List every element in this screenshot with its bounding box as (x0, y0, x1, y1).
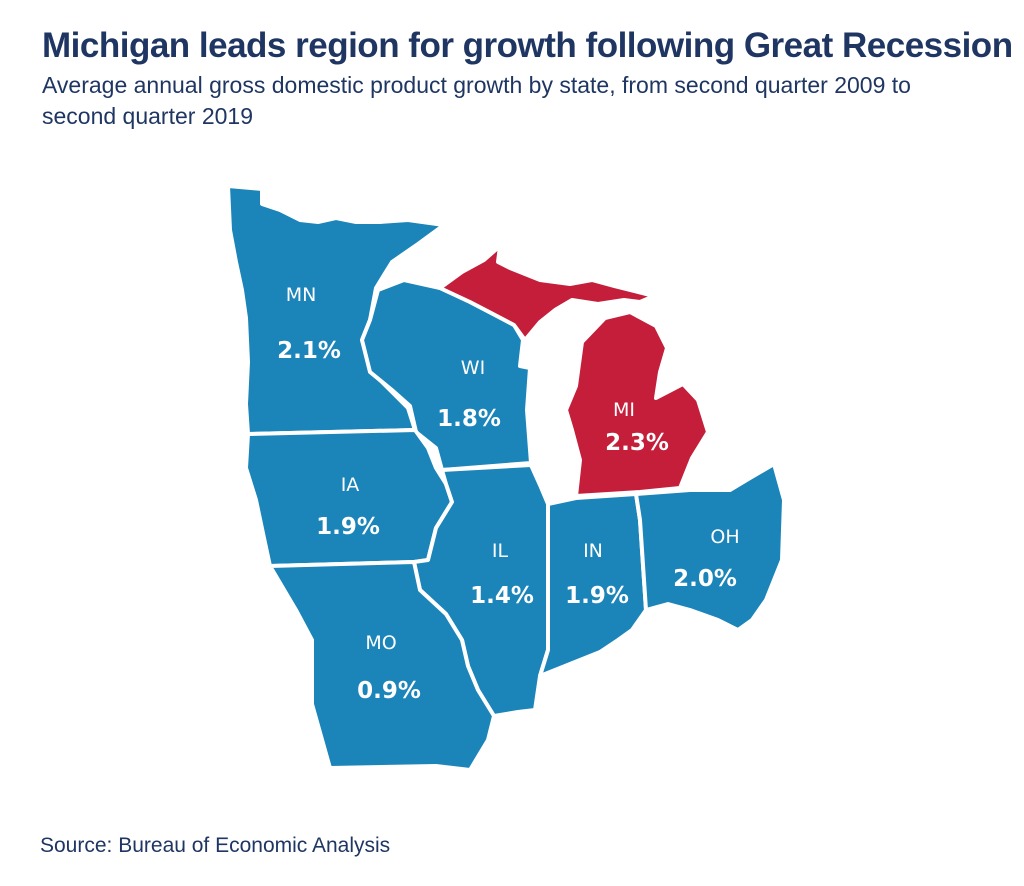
label-il-value: 1.4% (470, 583, 534, 609)
label-oh-value: 2.0% (673, 566, 737, 592)
state-mo (268, 560, 496, 772)
source-note: Source: Bureau of Economic Analysis (40, 834, 391, 857)
state-ia (244, 428, 454, 568)
state-mi-upper (438, 244, 656, 342)
label-oh-abbr: OH (710, 526, 739, 548)
label-ia-abbr: IA (341, 474, 360, 496)
label-mn-value: 2.1% (277, 338, 341, 364)
label-mi-abbr: MI (613, 399, 635, 421)
chart-title: Michigan leads region for growth followi… (42, 26, 1013, 65)
state-oh (634, 462, 786, 632)
label-in-abbr: IN (583, 540, 603, 562)
label-wi-abbr: WI (461, 357, 485, 379)
label-mn-abbr: MN (286, 284, 317, 306)
label-wi-value: 1.8% (437, 406, 501, 432)
label-ia-value: 1.9% (316, 514, 380, 540)
label-mi-value: 2.3% (605, 430, 669, 456)
label-in-value: 1.9% (565, 583, 629, 609)
chart-subtitle: Average annual gross domestic product gr… (42, 72, 911, 129)
label-il-abbr: IL (492, 540, 509, 562)
state-mi-lower (564, 310, 710, 498)
label-mo-abbr: MO (365, 632, 396, 654)
label-mo-value: 0.9% (357, 678, 421, 704)
